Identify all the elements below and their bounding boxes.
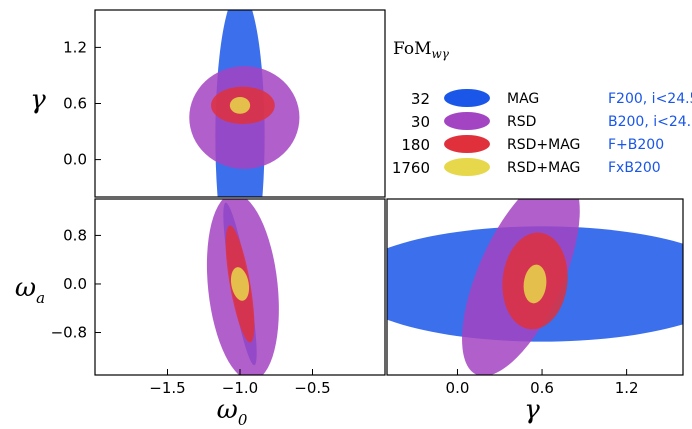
legend-title-sub: wγ — [432, 47, 450, 61]
axes-frame-bottom-right — [386, 198, 684, 376]
ytick-label-0-bottom-left: 0.8 — [63, 226, 87, 244]
ytick-label-2-bottom-left: −0.8 — [51, 324, 87, 342]
panel-bottom-right: 0.0 0.6 1.2 γ — [386, 198, 684, 425]
legend: FoMwγ 32 MAG F200, i<24.5 30 RSD B200, i<24.0… — [392, 39, 692, 177]
ellipse-rsd-mag-3-bottom-left — [230, 267, 250, 301]
legend-desc-3: FxB200 — [608, 160, 661, 176]
legend-entry-2: 180 RSD+MAG F+B200 — [401, 135, 664, 154]
ellipse-rsd-mag-3-bottom-right — [523, 264, 547, 304]
ellipses-top-left — [189, 10, 300, 197]
panel-top-left: 1.2 0.6 0.0 γ — [30, 9, 386, 198]
ylabel-bottom-left-sub: a — [36, 289, 45, 307]
xtick-label-1-bottom-left: −1.0 — [222, 379, 258, 397]
legend-rows: 32 MAG F200, i<24.5 30 RSD B200, i<24.0 180 RSD… — [392, 89, 692, 177]
ticks-bottom-left: 0.8 0.0 −0.8 −1.5 −1.0 −0.5 — [51, 226, 331, 397]
legend-title: FoMwγ — [393, 39, 450, 61]
legend-title-main: FoM — [393, 39, 432, 59]
legend-fom-0: 32 — [411, 90, 430, 108]
legend-swatch-3 — [444, 158, 490, 176]
xlabel-bottom-right: γ — [524, 395, 540, 425]
ytick-label-2-top-left: 0.0 — [63, 151, 87, 169]
ylabel-top-left: γ — [30, 85, 46, 115]
legend-fom-2: 180 — [401, 136, 430, 154]
legend-desc-2: F+B200 — [608, 137, 664, 153]
legend-desc-1: B200, i<24.0 — [608, 114, 692, 130]
legend-label-3: RSD+MAG — [507, 160, 580, 176]
ytick-label-1-top-left: 0.6 — [63, 95, 87, 113]
legend-swatch-2 — [444, 135, 490, 153]
ticks-bottom-right: 0.0 0.6 1.2 — [446, 369, 639, 397]
ylabel-bottom-left: ωa — [15, 273, 45, 307]
xlabel-bottom-left-main: ω — [217, 395, 238, 425]
xlabel-bottom-left-sub: 0 — [238, 411, 248, 429]
legend-fom-1: 30 — [411, 113, 430, 131]
ticks-top-left: 1.2 0.6 0.0 — [63, 38, 101, 169]
xlabel-bottom-left: ω0 — [217, 395, 248, 429]
ylabel-bottom-left-main: ω — [15, 273, 36, 303]
ytick-label-1-bottom-left: 0.0 — [63, 275, 87, 293]
ellipses-bottom-left — [206, 199, 279, 375]
legend-label-1: RSD — [507, 114, 536, 130]
xtick-label-1-bottom-right: 0.6 — [530, 379, 554, 397]
panel-bottom-left: 0.80.0−0.8−1.5 −1.0 −0.5 ωa ω0 — [15, 198, 386, 429]
xtick-label-0-bottom-left: −1.5 — [149, 379, 185, 397]
legend-fom-3: 1760 — [392, 159, 430, 177]
legend-entry-0: 32 MAG F200, i<24.5 — [411, 89, 692, 108]
legend-swatch-1 — [444, 112, 490, 130]
ytick-label-0-top-left: 1.2 — [63, 38, 87, 56]
legend-label-0: MAG — [507, 91, 539, 107]
ellipses-bottom-right — [387, 199, 683, 375]
xtick-label-2-bottom-left: −0.5 — [294, 379, 330, 397]
legend-desc-0: F200, i<24.5 — [608, 91, 692, 107]
legend-entry-1: 30 RSD B200, i<24.0 — [411, 112, 692, 131]
xtick-label-0-bottom-right: 0.0 — [446, 379, 470, 397]
legend-entry-3: 1760 RSD+MAG FxB200 — [392, 158, 661, 177]
xtick-label-2-bottom-right: 1.2 — [615, 379, 639, 397]
ellipse-rsd-mag-3-top-left — [229, 96, 251, 114]
legend-label-2: RSD+MAG — [507, 137, 580, 153]
legend-swatch-0 — [444, 89, 490, 107]
